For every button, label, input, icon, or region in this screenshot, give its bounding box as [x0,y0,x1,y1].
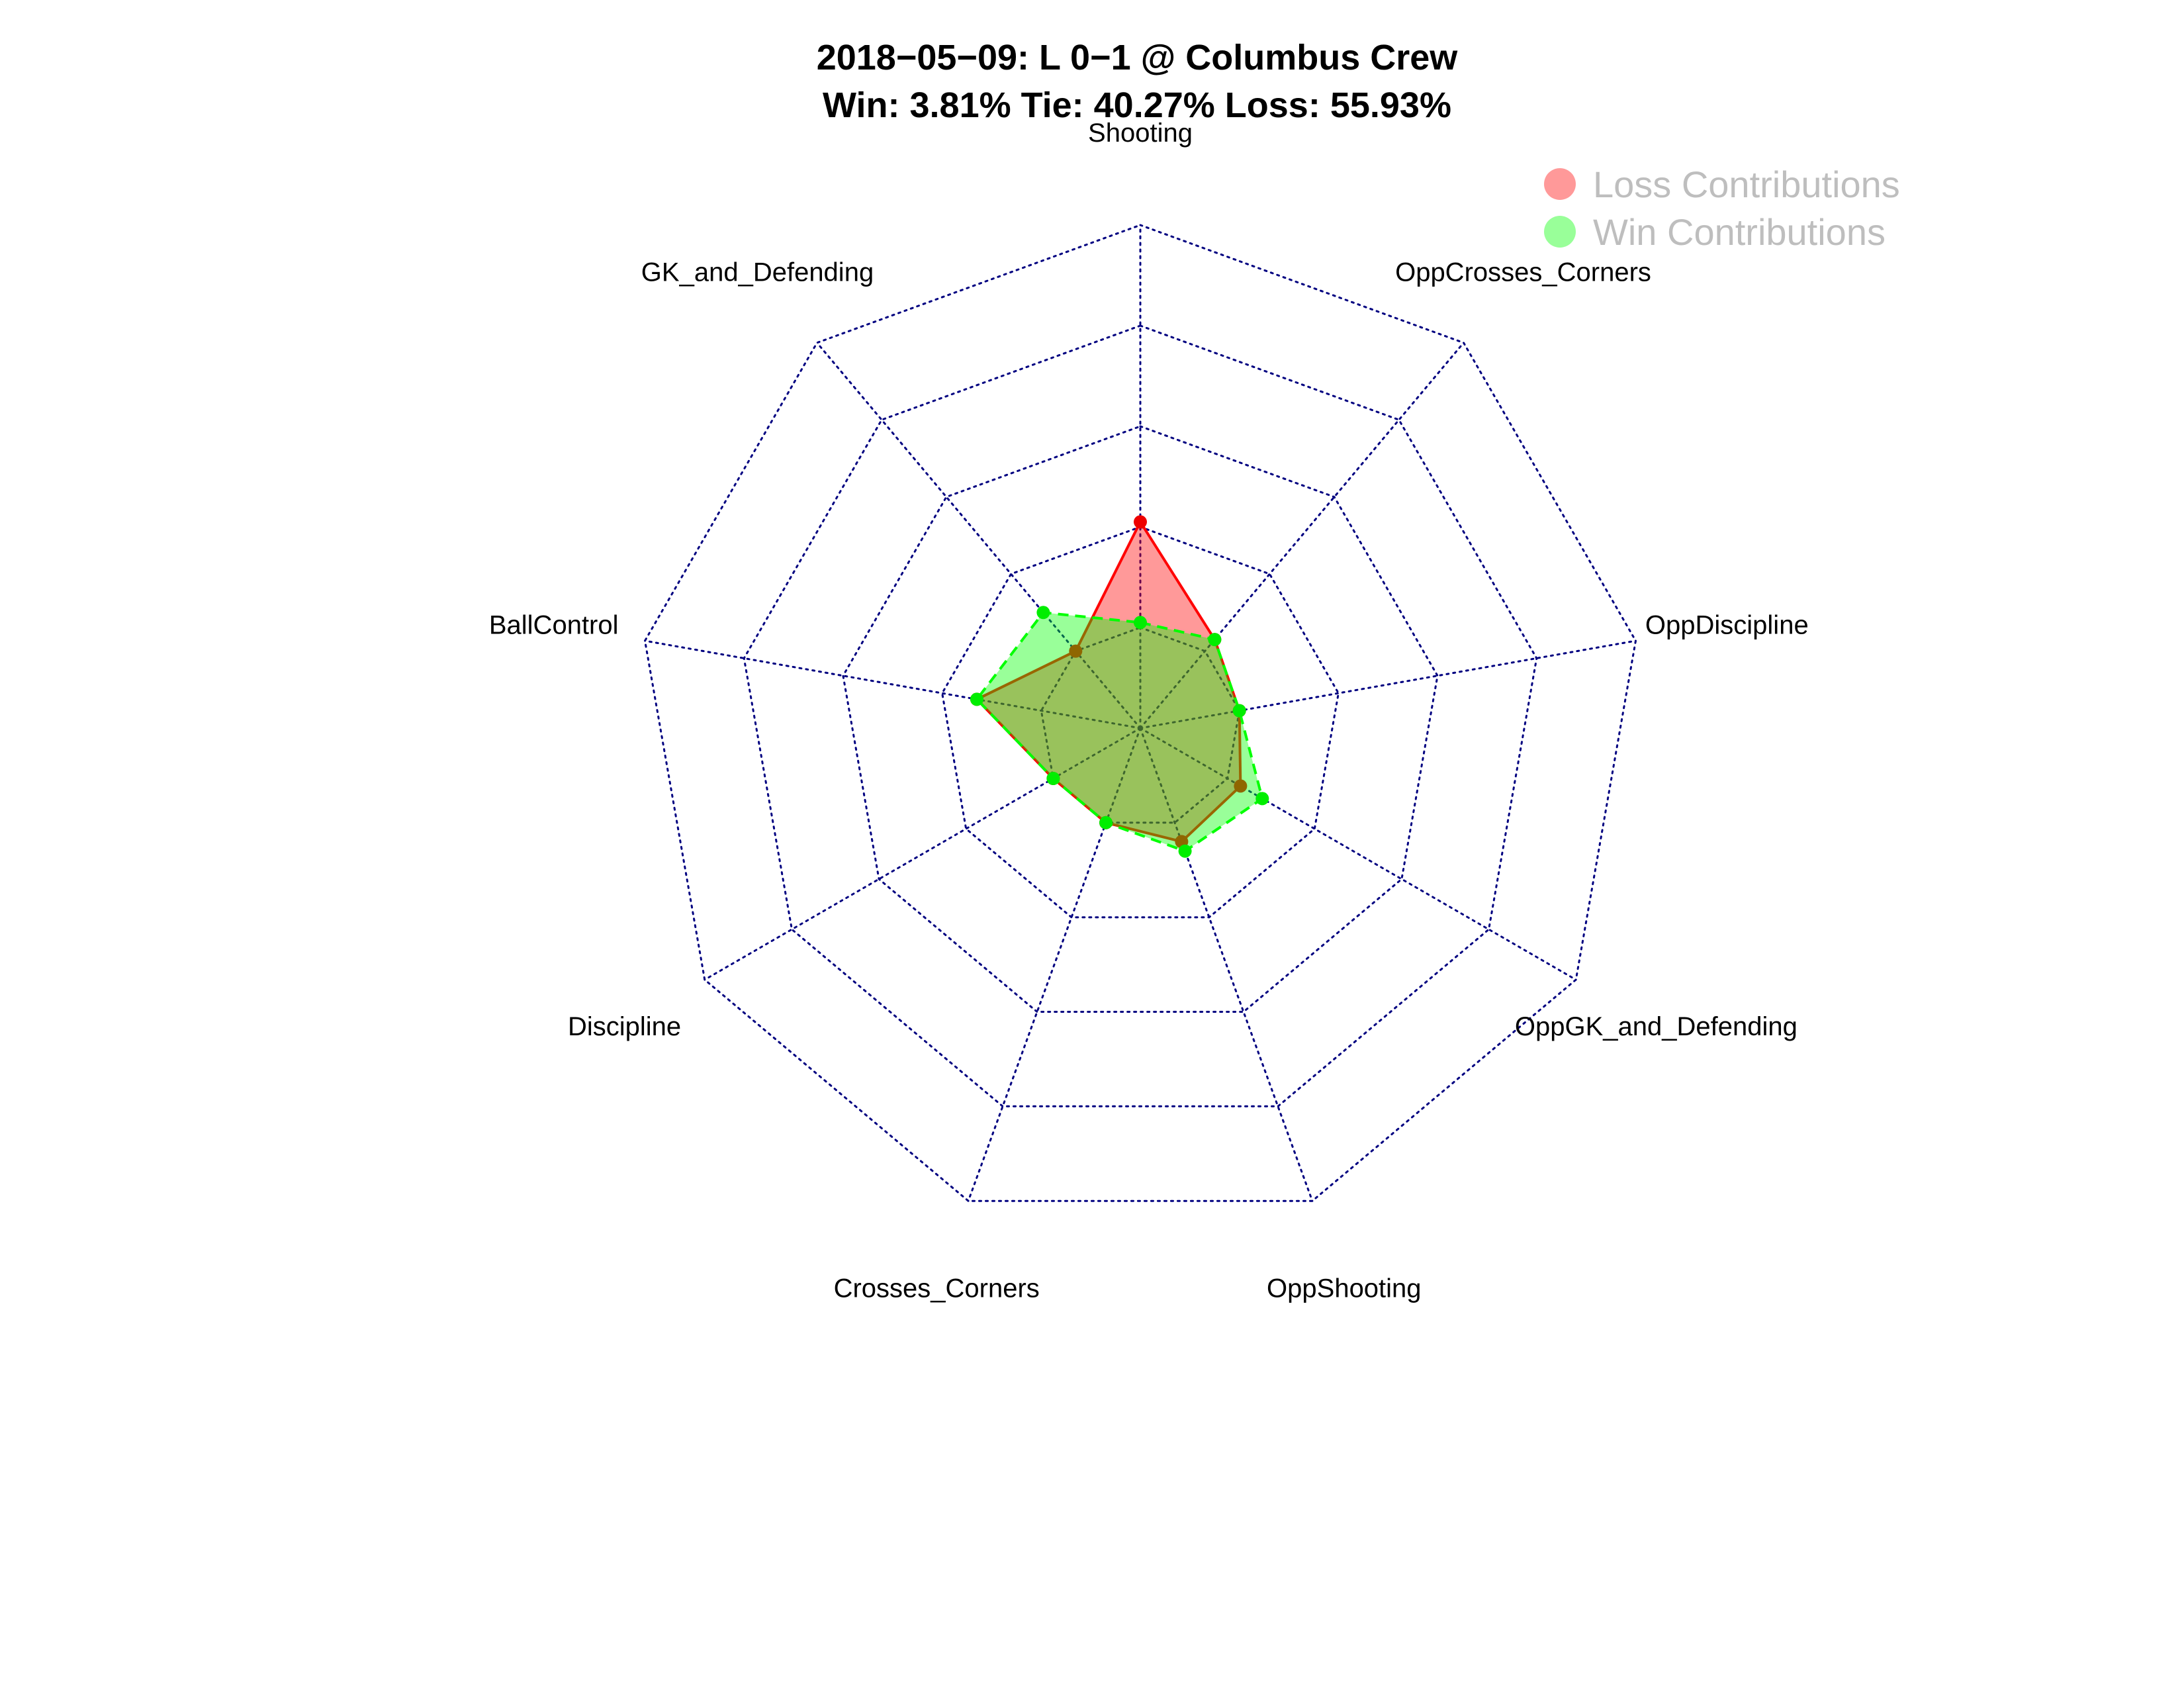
grid-spoke-7 [704,727,1142,981]
grid-ring-1 [1040,626,1241,824]
series-1-point-1 [1134,515,1147,529]
axis-label-7: Discipline [568,1012,681,1041]
axis-labels: Shooting OppCrosses_Corners OppDiscipline O… [489,118,1809,1303]
axis-label-3: OppDiscipline [1645,611,1809,640]
series-2-point-5 [1178,844,1192,858]
series-2-point-7 [1046,772,1060,785]
axis-label-1: Shooting [1088,118,1193,148]
series-2-point-8 [970,692,983,706]
legend-win-label: Win Contributions [1593,211,1886,253]
axis-label-9: GK_and_Defending [641,258,874,287]
grid-ring-5 [643,224,1637,1202]
series-2-point-1 [1134,616,1147,630]
series-1-area [974,519,1242,843]
grid-spoke-3 [1139,639,1637,729]
radar-series [970,515,1269,858]
legend-loss-label: Loss Contributions [1593,164,1900,205]
legend-loss-marker [1544,168,1576,200]
grid-spoke-6 [967,727,1142,1202]
chart-title-line1: 2018−05−09: L 0−1 @ Columbus Crew [817,38,1459,77]
series-2-point-3 [1232,704,1246,718]
grid-ring-4 [743,324,1538,1107]
axis-label-2: OppCrosses_Corners [1395,258,1651,287]
grid-spoke-4 [1139,727,1577,981]
axis-label-4: OppGK_and_Defending [1515,1012,1797,1041]
grid-spoke-2 [1139,342,1465,729]
grid-ring-2 [941,526,1340,919]
series-1-point-4 [1234,779,1248,793]
radar-grid [643,224,1637,1202]
grid-spoke-9 [816,342,1142,729]
axis-label-5: OppShooting [1267,1274,1422,1303]
series-2-area [975,611,1264,853]
grid-ring-3 [842,425,1439,1013]
axis-label-6: Crosses_Corners [834,1274,1040,1303]
series-2-point-9 [1036,606,1050,620]
legend-win-marker [1544,216,1576,248]
chart-title-line2: Win: 3.81% Tie: 40.27% Loss: 55.93% [823,85,1451,125]
series-2-point-4 [1255,792,1269,806]
grid-spoke-5 [1139,727,1314,1202]
legend: Loss Contributions Win Contributions [1544,164,1900,253]
series-2-point-6 [1099,816,1113,829]
grid-spoke-8 [644,639,1142,729]
axis-label-8: BallControl [489,611,619,640]
series-2-point-2 [1208,633,1222,647]
series-1-point-9 [1069,644,1083,658]
